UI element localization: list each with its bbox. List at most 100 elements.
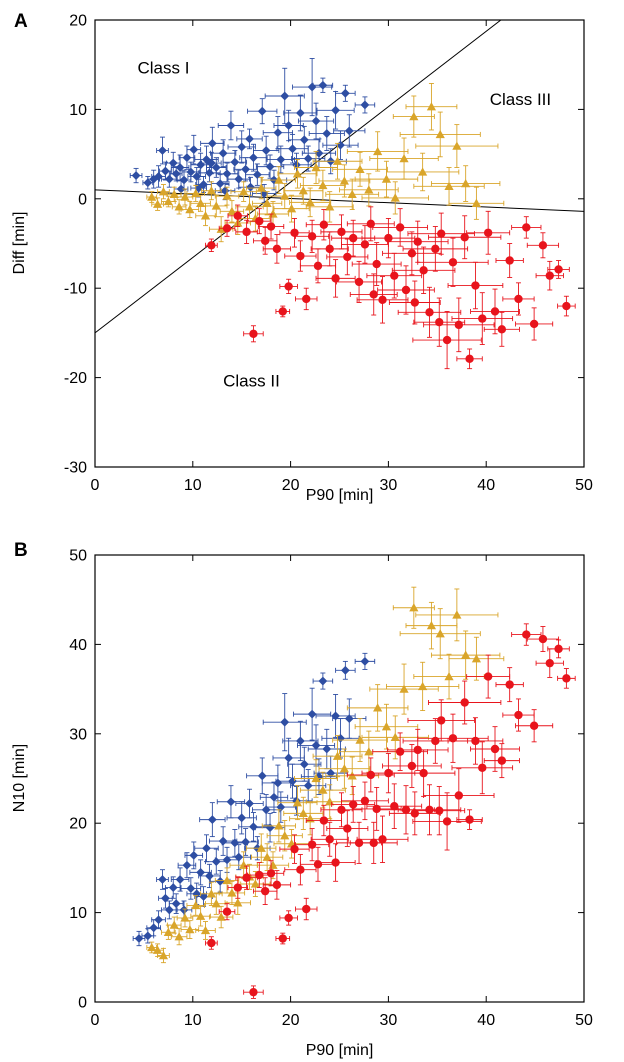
class-ii-marker [448, 734, 458, 743]
class-iii-point [448, 186, 505, 220]
class-ii-marker [278, 934, 287, 943]
class-i-marker [143, 178, 153, 188]
class-ii-point [341, 225, 389, 264]
class-i-point [354, 96, 376, 114]
class-ii-point [502, 282, 535, 316]
class-i-point [273, 109, 304, 142]
class-i-marker [206, 158, 216, 168]
class-iii-point [312, 142, 363, 180]
class-ii-marker [401, 285, 411, 295]
class-ii-point [275, 932, 291, 945]
class-i-marker [237, 142, 247, 152]
class-iii-marker [364, 747, 374, 756]
class-ii-marker [419, 266, 428, 275]
class-i-marker [280, 91, 290, 101]
class-i-point [312, 672, 334, 690]
class-ii-marker [249, 987, 258, 997]
class-ii-marker [284, 913, 293, 923]
class-iii-marker [174, 932, 184, 941]
panel-a-x-tick-label: 40 [477, 477, 495, 494]
class-i-marker [154, 915, 163, 925]
class-i-marker [186, 167, 196, 177]
class-i-marker [284, 753, 294, 763]
class-i-point [177, 852, 197, 879]
class-iii-point [369, 137, 439, 180]
class-ii-marker [313, 261, 323, 271]
class-ii-marker [366, 219, 375, 229]
class-ii-point [235, 219, 258, 244]
class-ii-marker [538, 634, 548, 644]
class-ii-marker [478, 314, 487, 323]
class-ii-marker [460, 233, 469, 242]
class-i-point [259, 781, 289, 813]
class-i-point [199, 802, 226, 838]
class-ii-marker [207, 241, 216, 250]
class-ii-point [412, 310, 482, 370]
class-ii-marker [538, 241, 548, 250]
class-i-marker [307, 82, 317, 92]
class-i-point [164, 876, 182, 899]
class-iii-marker [158, 950, 169, 960]
class-iii-point [176, 188, 194, 206]
class-ii-marker [419, 768, 428, 778]
class-iii-marker [444, 181, 454, 190]
class-iii-marker [274, 175, 284, 184]
class-ii-marker [529, 721, 539, 730]
class-ii-point [295, 287, 318, 311]
class-i-marker [280, 717, 290, 727]
class-i-marker [295, 108, 305, 118]
class-iii-marker [409, 111, 419, 121]
class-iii-point [195, 921, 216, 940]
class-iii-marker [147, 942, 157, 952]
class-iii-marker [158, 187, 169, 196]
class-i-marker [202, 843, 211, 853]
class-i-point [335, 660, 356, 680]
class-iii-marker [292, 169, 303, 178]
class-iii-marker [381, 722, 392, 731]
class-i-marker [276, 802, 286, 812]
class-ii-point [526, 626, 560, 653]
class-ii-point [326, 238, 369, 276]
class-iii-marker [318, 785, 328, 794]
class-iii-point [190, 194, 211, 212]
class-ii-marker [407, 249, 417, 258]
class-iii-point [361, 181, 429, 215]
class-ii-marker [384, 768, 393, 778]
class-i-marker [360, 656, 370, 666]
panel-b-x-tick-label: 0 [91, 1012, 100, 1029]
class-iii-marker [200, 211, 211, 220]
class-ii-point [526, 232, 560, 259]
class-iii-marker [471, 198, 482, 207]
class-ii-point [361, 753, 416, 794]
class-i-marker [288, 144, 297, 154]
class-ii-marker [307, 840, 317, 849]
class-ii-point [310, 821, 349, 857]
class-i-marker [269, 792, 279, 802]
class-iii-point [246, 176, 277, 200]
class-iii-marker [211, 201, 221, 210]
panel-a-y-tick-label: -20 [64, 370, 87, 387]
class-iii-point [354, 703, 419, 750]
class-iii-marker [355, 735, 365, 744]
class-i-marker [192, 889, 202, 899]
class-ii-marker [290, 228, 299, 237]
class-ii-marker [284, 282, 293, 291]
class-ii-marker [497, 325, 507, 334]
class-ii-annotation: Class II [223, 372, 280, 391]
class-iii-marker [239, 860, 249, 869]
class-ii-point [388, 791, 441, 836]
class-i-marker [179, 905, 189, 915]
class-iii-marker [169, 920, 179, 929]
class-ii-marker [435, 806, 444, 815]
class-ii-point [495, 667, 524, 703]
class-i-point [247, 98, 278, 125]
class-iii-marker [163, 927, 173, 936]
class-iii-point [200, 881, 223, 906]
class-i-point [297, 102, 335, 140]
class-i-point [312, 77, 334, 93]
panel-a-plot-area [95, 20, 584, 370]
class-ii-point [305, 804, 342, 837]
class-i-marker [175, 875, 185, 884]
class-ii-marker [483, 672, 493, 681]
class-iii-point [283, 176, 324, 205]
